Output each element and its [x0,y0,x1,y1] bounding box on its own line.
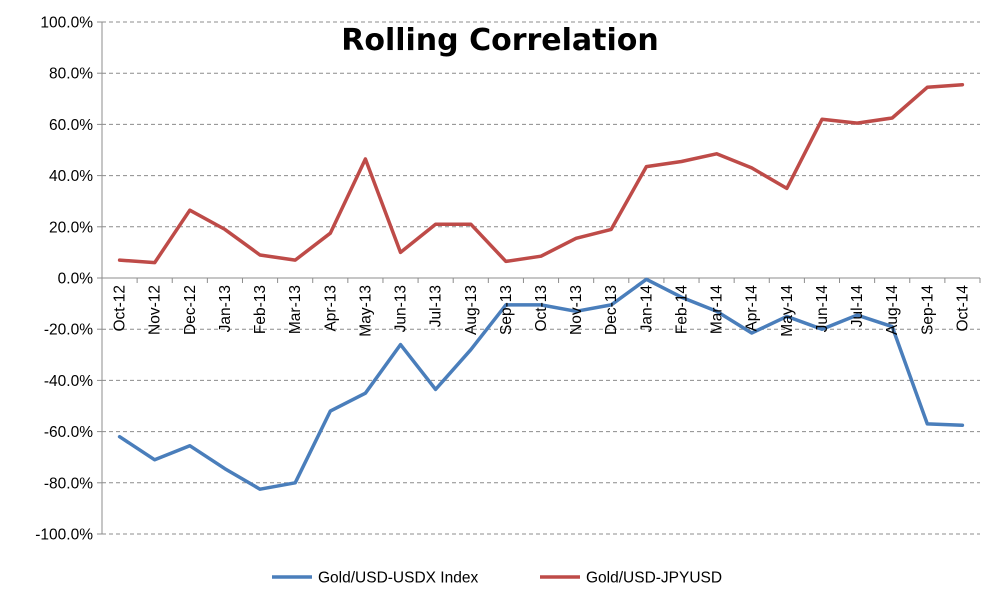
series-line [117,82,965,265]
x-tick-label: Dec-12 [182,285,199,335]
y-tick-label: -40.0% [44,373,93,390]
y-tick-label: -100.0% [35,527,93,544]
x-tick-label: Mar-13 [287,285,304,334]
y-tick-label: 80.0% [49,66,93,83]
axes [101,22,981,534]
y-tick-label: -60.0% [44,424,93,441]
series-line [117,277,965,491]
y-tick-label: 100.0% [40,15,93,32]
x-tick-label: Nov-12 [147,285,164,335]
x-tick-label: Aug-14 [884,285,901,335]
x-tick-label: Aug-13 [463,285,480,335]
legend-label: Gold/USD-USDX Index [318,570,478,587]
legend-label: Gold/USD-JPYUSD [586,570,722,587]
x-tick-label: Jul-14 [849,285,866,328]
x-tick-label: Sep-13 [498,285,515,335]
y-tick-label: 60.0% [49,117,93,134]
x-tick-label: Jun-14 [814,285,831,333]
x-tick-label: May-14 [779,285,796,337]
y-axis-tick-labels: 100.0% 80.0% 60.0% 40.0% 20.0% 0.0% -20.0% -40.… [35,15,93,544]
x-tick-label: Jan-14 [638,285,655,333]
x-tick-label: Sep-14 [919,285,936,335]
legend: Gold/USD-USDX Index Gold/USD-JPYUSD [272,570,722,587]
x-axis-tick-labels: Oct-12 Nov-12 Dec-12 Jan-13 Feb-13 Mar-13 Apr-… [112,285,972,337]
x-tick-label: Feb-13 [252,285,269,334]
x-tick-label: Feb-14 [673,285,690,334]
x-tick-label: Jul-13 [428,285,445,327]
series-lines [117,82,965,491]
x-tick-label: Oct-14 [954,285,971,332]
x-tick-label: Oct-12 [112,285,129,332]
x-tick-label: Jun-13 [393,285,410,332]
x-tick-label: Oct-13 [533,285,550,332]
x-tick-label: Apr-14 [744,285,761,332]
y-tick-label: 40.0% [49,168,93,185]
y-tick-label: -80.0% [44,475,93,492]
y-tick-label: 0.0% [58,271,94,288]
x-tick-label: Nov-13 [568,285,585,335]
y-tick-label: -20.0% [44,322,93,339]
y-tick-label: 20.0% [49,219,93,236]
x-tick-label: May-13 [357,285,374,337]
x-tick-label: Jan-13 [217,285,234,332]
gridlines [97,21,980,535]
x-tick-label: Mar-14 [709,285,726,334]
x-tick-label: Dec-13 [603,285,620,335]
chart-title: Rolling Correlation [341,23,659,58]
x-tick-label: Apr-13 [322,285,339,332]
